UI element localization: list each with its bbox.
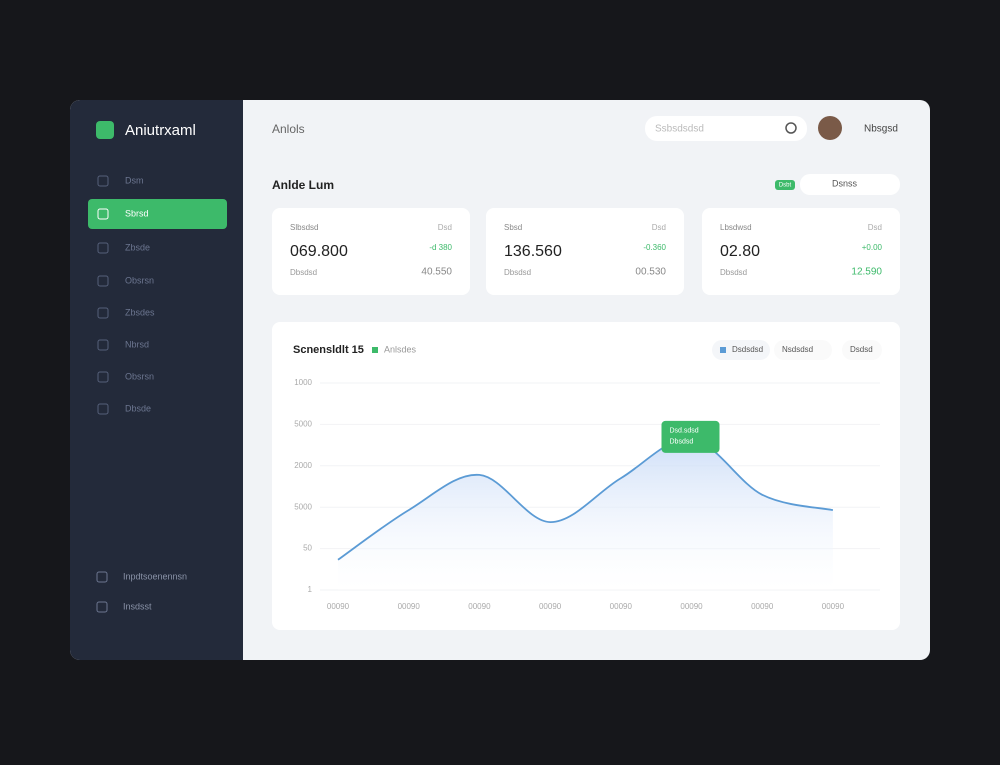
tooltip: [661, 420, 720, 453]
nav-item[interactable]: Nbrsd: [125, 339, 149, 349]
nav-icon[interactable]: [97, 371, 109, 383]
nav-icon[interactable]: [97, 403, 109, 415]
card-label: Sbsd: [504, 223, 522, 232]
card-extra: 12.590: [851, 267, 882, 278]
card-value: 02.80: [720, 243, 760, 260]
chart-title: Scnensldlt 15: [293, 344, 364, 356]
card-corner: Dsd: [438, 223, 452, 232]
select-label[interactable]: Dsnss: [832, 178, 858, 188]
nav-icon[interactable]: [97, 307, 109, 319]
card-extra: 00.530: [635, 267, 666, 278]
search-icon: [785, 122, 797, 134]
chip[interactable]: [775, 180, 795, 190]
nav-item[interactable]: Obsrsn: [125, 275, 154, 285]
x-tick-label: 00090: [468, 602, 491, 611]
avatar[interactable]: [818, 116, 842, 140]
chart-button[interactable]: [774, 340, 832, 360]
line: [337, 437, 834, 561]
nav-item[interactable]: Obsrsn: [125, 371, 154, 381]
search-box[interactable]: [645, 116, 807, 141]
area: [338, 438, 833, 590]
chart-button-label[interactable]: Nsdsdsd: [782, 345, 813, 354]
stat-card: [486, 208, 684, 295]
card-label: Lbsdwsd: [720, 223, 752, 232]
nav-item[interactable]: Dbsde: [125, 403, 151, 413]
card-label: Slbsdsd: [290, 223, 318, 232]
y-tick-label: 1000: [294, 378, 312, 387]
y-tick-label: 5000: [294, 420, 312, 429]
legend-dot: [720, 347, 726, 353]
card-corner: Dsd: [652, 223, 666, 232]
chart-button-label[interactable]: Dsdsdsd: [732, 345, 763, 354]
page-title: Anlols: [272, 122, 305, 136]
legend-swatch: [372, 347, 378, 353]
x-tick-label: 00090: [398, 602, 421, 611]
card-change: -d 380: [429, 243, 452, 252]
chart-button-label[interactable]: Dsdsd: [850, 345, 873, 354]
tooltip-text: Dsd.sdsd: [670, 428, 699, 435]
user-name[interactable]: Nbsgsd: [864, 124, 898, 135]
nav-item[interactable]: Zbsde: [125, 242, 150, 252]
chart-button[interactable]: [842, 340, 882, 360]
nav-item[interactable]: Dsm: [125, 175, 144, 185]
nav-item[interactable]: Inpdtsoenennsn: [123, 571, 187, 581]
x-tick-label: 00090: [822, 602, 845, 611]
y-tick-label: 1: [308, 585, 313, 594]
card-sub: Dbsdsd: [720, 268, 747, 277]
card-value: 136.560: [504, 243, 562, 260]
nav-item[interactable]: Insdsst: [123, 601, 152, 611]
x-tick-label: 00090: [751, 602, 774, 611]
chip-label[interactable]: Dsbt: [779, 183, 792, 189]
nav-icon[interactable]: [97, 208, 109, 220]
section-title: Anlde Lum: [272, 178, 334, 192]
x-tick-label: 00090: [327, 602, 350, 611]
brand: Aniutrxaml: [125, 122, 196, 139]
x-tick-label: 00090: [680, 602, 703, 611]
stat-card: [272, 208, 470, 295]
legend-label: Anlsdes: [384, 344, 417, 354]
sidebar: [70, 100, 243, 660]
x-tick-label: 00090: [610, 602, 633, 611]
y-tick-label: 50: [303, 544, 312, 553]
card-extra: 40.550: [421, 267, 452, 278]
stat-card: [702, 208, 900, 295]
card-corner: Dsd: [868, 223, 882, 232]
chart-button[interactable]: [712, 340, 770, 360]
select[interactable]: [800, 174, 900, 195]
card-change: -0.360: [643, 243, 666, 252]
card-change: +0.00: [862, 243, 883, 252]
nav-icon[interactable]: [97, 275, 109, 287]
card-sub: Dbsdsd: [290, 268, 317, 277]
search-placeholder[interactable]: Ssbsdsdsd: [655, 124, 704, 135]
logo: [96, 121, 114, 139]
y-tick-label: 5000: [294, 502, 312, 511]
card-value: 069.800: [290, 243, 348, 260]
nav-icon[interactable]: [97, 339, 109, 351]
card-sub: Dbsdsd: [504, 268, 531, 277]
nav-item[interactable]: Zbsdes: [125, 307, 155, 317]
y-tick-label: 2000: [294, 461, 312, 470]
nav-icon[interactable]: [97, 242, 109, 254]
nav-icon[interactable]: [96, 571, 108, 583]
nav-item[interactable]: Sbrsd: [125, 208, 149, 218]
nav-icon[interactable]: [97, 175, 109, 187]
tooltip-text: Dbsdsd: [670, 439, 694, 446]
x-tick-label: 00090: [539, 602, 562, 611]
nav-active: [88, 199, 227, 229]
nav-icon[interactable]: [96, 601, 108, 613]
